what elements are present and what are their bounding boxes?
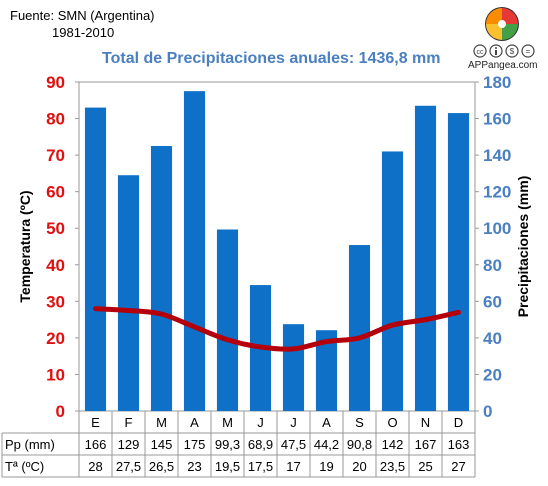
temp-data-label: 23 [187, 459, 201, 474]
creative-commons-icon: cc $ = [473, 44, 535, 58]
temp-tick-label: 40 [46, 256, 65, 275]
brand-label: APPangea.com [468, 60, 538, 71]
temp-tick-label: 10 [46, 365, 65, 384]
precip-bar [84, 107, 107, 411]
x-tick-label: S [355, 415, 364, 430]
precip-bar [315, 330, 338, 411]
temp-data-label: 17 [286, 459, 300, 474]
precip-tick-label: 0 [483, 402, 492, 421]
temp-data-label: 26,5 [149, 459, 174, 474]
precip-tick-label: 40 [483, 329, 502, 348]
precip-data-label: 175 [184, 437, 206, 452]
precip-tick-label: 180 [483, 73, 511, 92]
puzzle-logo-icon [485, 7, 519, 41]
precip-data-label: 145 [151, 437, 173, 452]
precip-bar [414, 105, 437, 411]
precip-data-label: 44,2 [314, 437, 339, 452]
precip-bar [117, 175, 140, 411]
temp-tick-label: 90 [46, 73, 65, 92]
precip-tick-label: 20 [483, 365, 502, 384]
precip-tick-label: 160 [483, 110, 511, 129]
temperature-line [93, 306, 461, 352]
temp-data-label: 28 [88, 459, 102, 474]
temp-data-label: 27,5 [116, 459, 141, 474]
period-label: 1981-2010 [52, 25, 115, 40]
temp-tick-label: 20 [46, 329, 65, 348]
temp-data-label: 25 [418, 459, 432, 474]
precip-data-label: 129 [118, 437, 140, 452]
precip-data-label: 47,5 [281, 437, 306, 452]
precip-data-label: 142 [382, 437, 404, 452]
temp-tick-label: 30 [46, 292, 65, 311]
precip-bar [447, 113, 470, 412]
source-label: Fuente: SMN (Argentina) [10, 8, 155, 23]
temp-row-label: Tª (ºC) [5, 459, 44, 474]
precip-bar [282, 324, 305, 411]
precip-data-label: 166 [85, 437, 107, 452]
precip-bar [381, 151, 404, 411]
x-tick-label: J [290, 415, 297, 430]
temp-tick-label: 80 [46, 110, 65, 129]
x-tick-label: D [454, 415, 463, 430]
x-tick-label: E [91, 415, 100, 430]
y-axis-right-title: Precipitaciones (mm) [515, 176, 531, 318]
x-tick-label: J [257, 415, 264, 430]
x-tick-label: F [125, 415, 133, 430]
temp-data-label: 17,5 [248, 459, 273, 474]
svg-text:$: $ [510, 47, 515, 56]
precip-tick-label: 100 [483, 219, 511, 238]
precip-data-label: 90,8 [347, 437, 372, 452]
precip-tick-label: 60 [483, 292, 502, 311]
precip-tick-label: 80 [483, 256, 502, 275]
x-tick-label: O [387, 415, 397, 430]
chart-title: Total de Precipitaciones anuales: 1436,8… [102, 50, 441, 67]
precip-row-label: Pp (mm) [5, 437, 55, 452]
temp-tick-label: 70 [46, 146, 65, 165]
y-axis-left-title: Temperatura (ºC) [17, 190, 33, 302]
precip-bar [216, 229, 239, 411]
precip-bar [150, 145, 173, 411]
temp-data-label: 27 [451, 459, 465, 474]
temp-data-label: 19,5 [215, 459, 240, 474]
temp-tick-label: 50 [46, 219, 65, 238]
precip-data-label: 167 [415, 437, 437, 452]
x-tick-label: N [421, 415, 430, 430]
precip-bar [348, 245, 371, 411]
svg-text:=: = [526, 47, 531, 56]
temp-data-label: 19 [319, 459, 333, 474]
x-tick-label: A [322, 415, 331, 430]
temp-tick-label: 0 [56, 402, 65, 421]
svg-text:cc: cc [477, 49, 485, 56]
temp-tick-label: 60 [46, 183, 65, 202]
precip-tick-label: 140 [483, 146, 511, 165]
precip-tick-label: 120 [483, 183, 511, 202]
temp-data-label: 20 [352, 459, 366, 474]
precip-data-label: 68,9 [248, 437, 273, 452]
precip-bar [183, 91, 206, 411]
precip-data-label: 163 [448, 437, 470, 452]
x-tick-label: M [222, 415, 233, 430]
precip-data-label: 99,3 [215, 437, 240, 452]
temp-data-label: 23,5 [380, 459, 405, 474]
x-tick-label: A [190, 415, 199, 430]
x-tick-label: M [156, 415, 167, 430]
